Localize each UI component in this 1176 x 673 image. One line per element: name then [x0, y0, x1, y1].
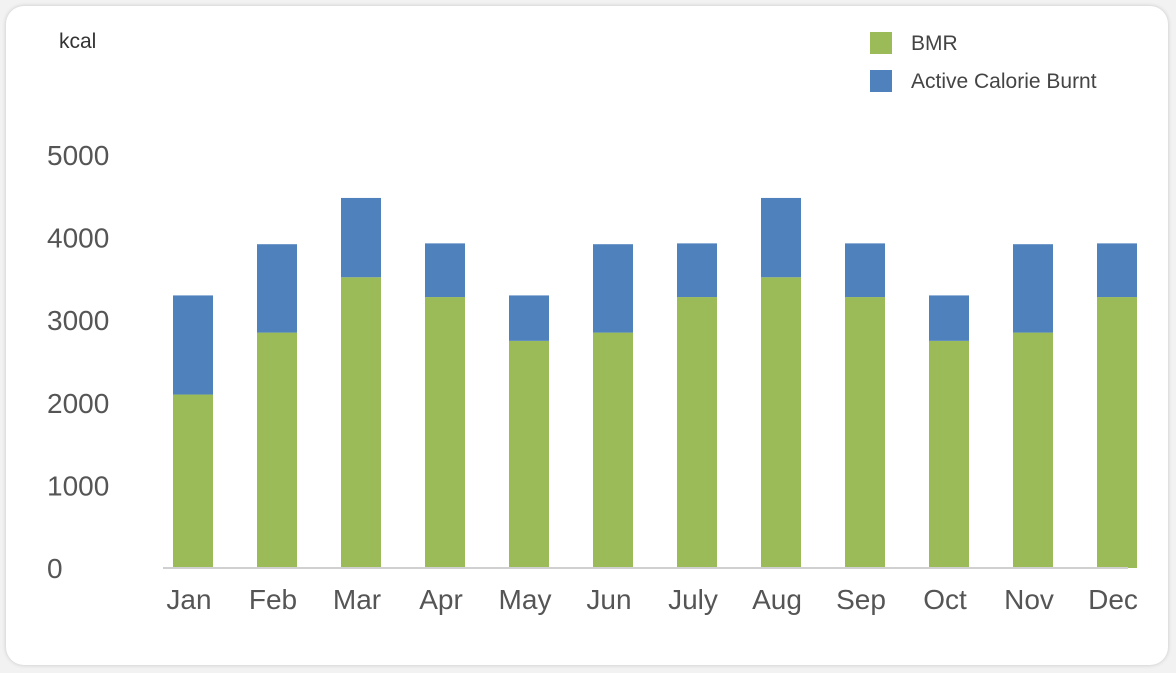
bar-active-calorie-jun[interactable] — [593, 244, 633, 333]
bar-active-calorie-oct[interactable] — [929, 295, 969, 341]
bar-bmr-feb[interactable] — [257, 332, 297, 568]
legend: BMR Active Calorie Burnt — [870, 32, 1097, 93]
bar-bmr-nov[interactable] — [1013, 332, 1053, 568]
legend-swatch — [870, 70, 892, 92]
y-tick-label: 3000 — [47, 305, 109, 336]
bar-active-calorie-aug[interactable] — [761, 197, 801, 278]
y-axis: 0 1000 2000 3000 4000 5000 — [47, 140, 109, 584]
x-tick-label: Jun — [586, 584, 631, 615]
bar-active-calorie-feb[interactable] — [257, 244, 297, 333]
bar-bmr-july[interactable] — [677, 297, 717, 568]
legend-label: Active Calorie Burnt — [911, 70, 1097, 93]
bar-bmr-oct[interactable] — [929, 340, 969, 568]
x-tick-label: Jan — [166, 584, 211, 615]
x-tick-label: Mar — [333, 584, 381, 615]
y-tick-label: 4000 — [47, 223, 109, 254]
bar-active-calorie-sep[interactable] — [845, 243, 885, 298]
y-tick-label: 1000 — [47, 470, 109, 501]
y-tick-label: 0 — [47, 553, 63, 584]
x-tick-label: Dec — [1088, 584, 1138, 615]
legend-swatch — [870, 32, 892, 54]
bars — [173, 197, 1137, 568]
bar-active-calorie-nov[interactable] — [1013, 244, 1053, 333]
bar-bmr-may[interactable] — [509, 340, 549, 568]
x-tick-label: July — [668, 584, 718, 615]
x-tick-label: Aug — [752, 584, 802, 615]
bar-active-calorie-apr[interactable] — [425, 243, 465, 298]
x-tick-label: Sep — [836, 584, 886, 615]
bar-bmr-jun[interactable] — [593, 332, 633, 568]
bar-bmr-apr[interactable] — [425, 297, 465, 568]
legend-label: BMR — [911, 32, 958, 55]
bar-bmr-jan[interactable] — [173, 394, 213, 568]
x-axis: Jan Feb Mar Apr May Jun July Aug Sep Oct Nov Dec — [166, 584, 1137, 615]
bar-bmr-aug[interactable] — [761, 277, 801, 568]
x-tick-label: May — [499, 584, 552, 615]
unit-label: kcal — [59, 30, 96, 53]
x-tick-label: Apr — [419, 584, 463, 615]
x-tick-label: Nov — [1004, 584, 1054, 615]
x-tick-label: Feb — [249, 584, 297, 615]
x-tick-label: Oct — [923, 584, 967, 615]
bar-active-calorie-may[interactable] — [509, 295, 549, 341]
bar-active-calorie-dec[interactable] — [1097, 243, 1137, 298]
bar-bmr-mar[interactable] — [341, 277, 381, 568]
bar-active-calorie-july[interactable] — [677, 243, 717, 298]
y-tick-label: 5000 — [47, 140, 109, 171]
bar-bmr-dec[interactable] — [1097, 297, 1137, 568]
bar-active-calorie-jan[interactable] — [173, 295, 213, 395]
bar-bmr-sep[interactable] — [845, 297, 885, 568]
bar-active-calorie-mar[interactable] — [341, 197, 381, 278]
y-tick-label: 2000 — [47, 388, 109, 419]
